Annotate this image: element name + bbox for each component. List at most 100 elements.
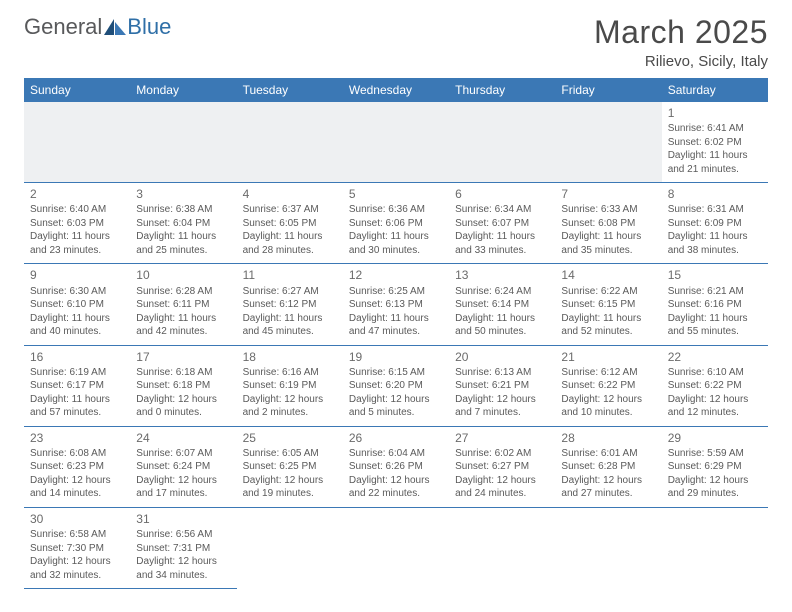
sunset-text: Sunset: 6:27 PM	[455, 460, 549, 474]
sunrise-text: Sunrise: 6:30 AM	[30, 285, 124, 299]
daylight-text: Daylight: 11 hours	[668, 149, 762, 163]
weekday-header: Monday	[130, 78, 236, 102]
sunrise-text: Sunrise: 6:58 AM	[30, 528, 124, 542]
day-number: 17	[136, 349, 230, 365]
calendar-day-cell: 10Sunrise: 6:28 AMSunset: 6:11 PMDayligh…	[130, 264, 236, 345]
sunset-text: Sunset: 6:18 PM	[136, 379, 230, 393]
calendar-day-cell	[237, 102, 343, 183]
daylight-text: and 25 minutes.	[136, 244, 230, 258]
sunset-text: Sunset: 7:31 PM	[136, 542, 230, 556]
daylight-text: and 38 minutes.	[668, 244, 762, 258]
calendar-day-cell	[449, 102, 555, 183]
daylight-text: and 28 minutes.	[243, 244, 337, 258]
weekday-header: Friday	[555, 78, 661, 102]
calendar-day-cell	[555, 507, 661, 588]
day-number: 24	[136, 430, 230, 446]
daylight-text: Daylight: 11 hours	[455, 230, 549, 244]
sunset-text: Sunset: 6:14 PM	[455, 298, 549, 312]
sunrise-text: Sunrise: 6:05 AM	[243, 447, 337, 461]
daylight-text: and 19 minutes.	[243, 487, 337, 501]
calendar-day-cell	[555, 102, 661, 183]
calendar-day-cell: 23Sunrise: 6:08 AMSunset: 6:23 PMDayligh…	[24, 426, 130, 507]
calendar-day-cell: 26Sunrise: 6:04 AMSunset: 6:26 PMDayligh…	[343, 426, 449, 507]
calendar-day-cell: 30Sunrise: 6:58 AMSunset: 7:30 PMDayligh…	[24, 507, 130, 588]
calendar-day-cell: 17Sunrise: 6:18 AMSunset: 6:18 PMDayligh…	[130, 345, 236, 426]
daylight-text: Daylight: 12 hours	[561, 474, 655, 488]
daylight-text: and 42 minutes.	[136, 325, 230, 339]
day-number: 19	[349, 349, 443, 365]
daylight-text: and 50 minutes.	[455, 325, 549, 339]
sunrise-text: Sunrise: 6:40 AM	[30, 203, 124, 217]
day-number: 22	[668, 349, 762, 365]
sunrise-text: Sunrise: 6:18 AM	[136, 366, 230, 380]
sunset-text: Sunset: 6:07 PM	[455, 217, 549, 231]
daylight-text: Daylight: 12 hours	[243, 474, 337, 488]
calendar-day-cell	[449, 507, 555, 588]
sunrise-text: Sunrise: 6:15 AM	[349, 366, 443, 380]
sunset-text: Sunset: 6:21 PM	[455, 379, 549, 393]
sunset-text: Sunset: 6:22 PM	[668, 379, 762, 393]
daylight-text: and 29 minutes.	[668, 487, 762, 501]
daylight-text: Daylight: 12 hours	[455, 393, 549, 407]
calendar-day-cell: 20Sunrise: 6:13 AMSunset: 6:21 PMDayligh…	[449, 345, 555, 426]
daylight-text: and 27 minutes.	[561, 487, 655, 501]
sunrise-text: Sunrise: 6:10 AM	[668, 366, 762, 380]
calendar-week-row: 2Sunrise: 6:40 AMSunset: 6:03 PMDaylight…	[24, 183, 768, 264]
brand-logo: General Blue	[24, 14, 171, 40]
daylight-text: and 57 minutes.	[30, 406, 124, 420]
calendar-day-cell: 28Sunrise: 6:01 AMSunset: 6:28 PMDayligh…	[555, 426, 661, 507]
sunset-text: Sunset: 6:03 PM	[30, 217, 124, 231]
daylight-text: and 33 minutes.	[455, 244, 549, 258]
day-number: 7	[561, 186, 655, 202]
sunset-text: Sunset: 6:15 PM	[561, 298, 655, 312]
sunset-text: Sunset: 6:16 PM	[668, 298, 762, 312]
daylight-text: and 35 minutes.	[561, 244, 655, 258]
day-number: 11	[243, 267, 337, 283]
calendar-day-cell: 14Sunrise: 6:22 AMSunset: 6:15 PMDayligh…	[555, 264, 661, 345]
daylight-text: and 12 minutes.	[668, 406, 762, 420]
daylight-text: and 45 minutes.	[243, 325, 337, 339]
sunset-text: Sunset: 7:30 PM	[30, 542, 124, 556]
weekday-header-row: Sunday Monday Tuesday Wednesday Thursday…	[24, 78, 768, 102]
day-number: 28	[561, 430, 655, 446]
sunset-text: Sunset: 6:06 PM	[349, 217, 443, 231]
calendar-day-cell: 19Sunrise: 6:15 AMSunset: 6:20 PMDayligh…	[343, 345, 449, 426]
daylight-text: and 32 minutes.	[30, 569, 124, 583]
daylight-text: Daylight: 11 hours	[668, 312, 762, 326]
daylight-text: and 2 minutes.	[243, 406, 337, 420]
sunrise-text: Sunrise: 6:31 AM	[668, 203, 762, 217]
day-number: 30	[30, 511, 124, 527]
daylight-text: Daylight: 12 hours	[136, 393, 230, 407]
month-title: March 2025	[594, 14, 768, 51]
calendar-day-cell	[343, 507, 449, 588]
sunrise-text: Sunrise: 6:56 AM	[136, 528, 230, 542]
sunset-text: Sunset: 6:22 PM	[561, 379, 655, 393]
calendar-day-cell: 7Sunrise: 6:33 AMSunset: 6:08 PMDaylight…	[555, 183, 661, 264]
weekday-header: Sunday	[24, 78, 130, 102]
calendar-day-cell: 21Sunrise: 6:12 AMSunset: 6:22 PMDayligh…	[555, 345, 661, 426]
calendar-day-cell: 27Sunrise: 6:02 AMSunset: 6:27 PMDayligh…	[449, 426, 555, 507]
day-number: 23	[30, 430, 124, 446]
sunrise-text: Sunrise: 6:21 AM	[668, 285, 762, 299]
calendar-day-cell	[24, 102, 130, 183]
day-number: 26	[349, 430, 443, 446]
day-number: 25	[243, 430, 337, 446]
daylight-text: and 34 minutes.	[136, 569, 230, 583]
daylight-text: Daylight: 12 hours	[668, 474, 762, 488]
day-number: 1	[668, 105, 762, 121]
day-number: 6	[455, 186, 549, 202]
daylight-text: Daylight: 12 hours	[349, 474, 443, 488]
daylight-text: Daylight: 11 hours	[136, 312, 230, 326]
calendar-week-row: 30Sunrise: 6:58 AMSunset: 7:30 PMDayligh…	[24, 507, 768, 588]
day-number: 29	[668, 430, 762, 446]
calendar-week-row: 1Sunrise: 6:41 AMSunset: 6:02 PMDaylight…	[24, 102, 768, 183]
daylight-text: Daylight: 11 hours	[243, 230, 337, 244]
location: Rilievo, Sicily, Italy	[594, 53, 768, 70]
daylight-text: Daylight: 11 hours	[561, 312, 655, 326]
daylight-text: and 55 minutes.	[668, 325, 762, 339]
sunrise-text: Sunrise: 6:33 AM	[561, 203, 655, 217]
weekday-header: Tuesday	[237, 78, 343, 102]
day-number: 31	[136, 511, 230, 527]
calendar-day-cell: 15Sunrise: 6:21 AMSunset: 6:16 PMDayligh…	[662, 264, 768, 345]
daylight-text: and 30 minutes.	[349, 244, 443, 258]
